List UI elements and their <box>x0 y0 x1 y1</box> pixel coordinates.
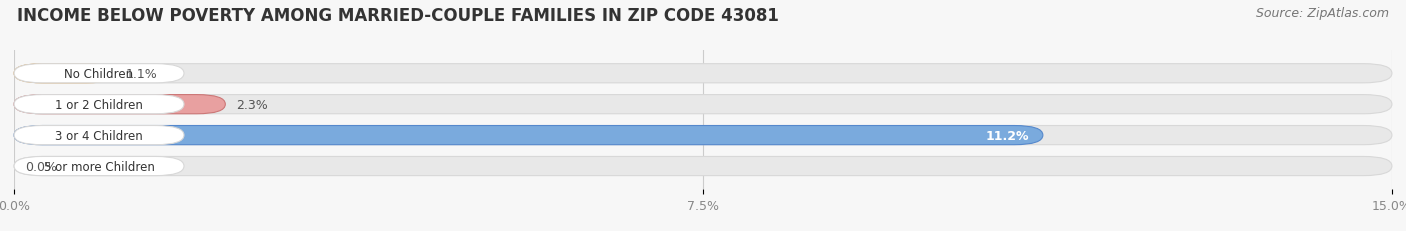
FancyBboxPatch shape <box>14 64 115 83</box>
Text: 11.2%: 11.2% <box>986 129 1029 142</box>
Text: Source: ZipAtlas.com: Source: ZipAtlas.com <box>1256 7 1389 20</box>
Text: 0.0%: 0.0% <box>25 160 58 173</box>
Text: No Children: No Children <box>65 67 134 80</box>
Text: 5 or more Children: 5 or more Children <box>44 160 155 173</box>
FancyBboxPatch shape <box>14 157 184 176</box>
Text: 1.1%: 1.1% <box>127 67 157 80</box>
FancyBboxPatch shape <box>14 157 1392 176</box>
FancyBboxPatch shape <box>14 126 184 145</box>
FancyBboxPatch shape <box>14 95 184 114</box>
Text: 3 or 4 Children: 3 or 4 Children <box>55 129 143 142</box>
FancyBboxPatch shape <box>14 95 1392 114</box>
FancyBboxPatch shape <box>14 95 225 114</box>
Text: 1 or 2 Children: 1 or 2 Children <box>55 98 143 111</box>
FancyBboxPatch shape <box>14 64 1392 83</box>
FancyBboxPatch shape <box>14 64 184 83</box>
Text: INCOME BELOW POVERTY AMONG MARRIED-COUPLE FAMILIES IN ZIP CODE 43081: INCOME BELOW POVERTY AMONG MARRIED-COUPL… <box>17 7 779 25</box>
FancyBboxPatch shape <box>14 126 1392 145</box>
Text: 2.3%: 2.3% <box>236 98 269 111</box>
FancyBboxPatch shape <box>14 126 1043 145</box>
